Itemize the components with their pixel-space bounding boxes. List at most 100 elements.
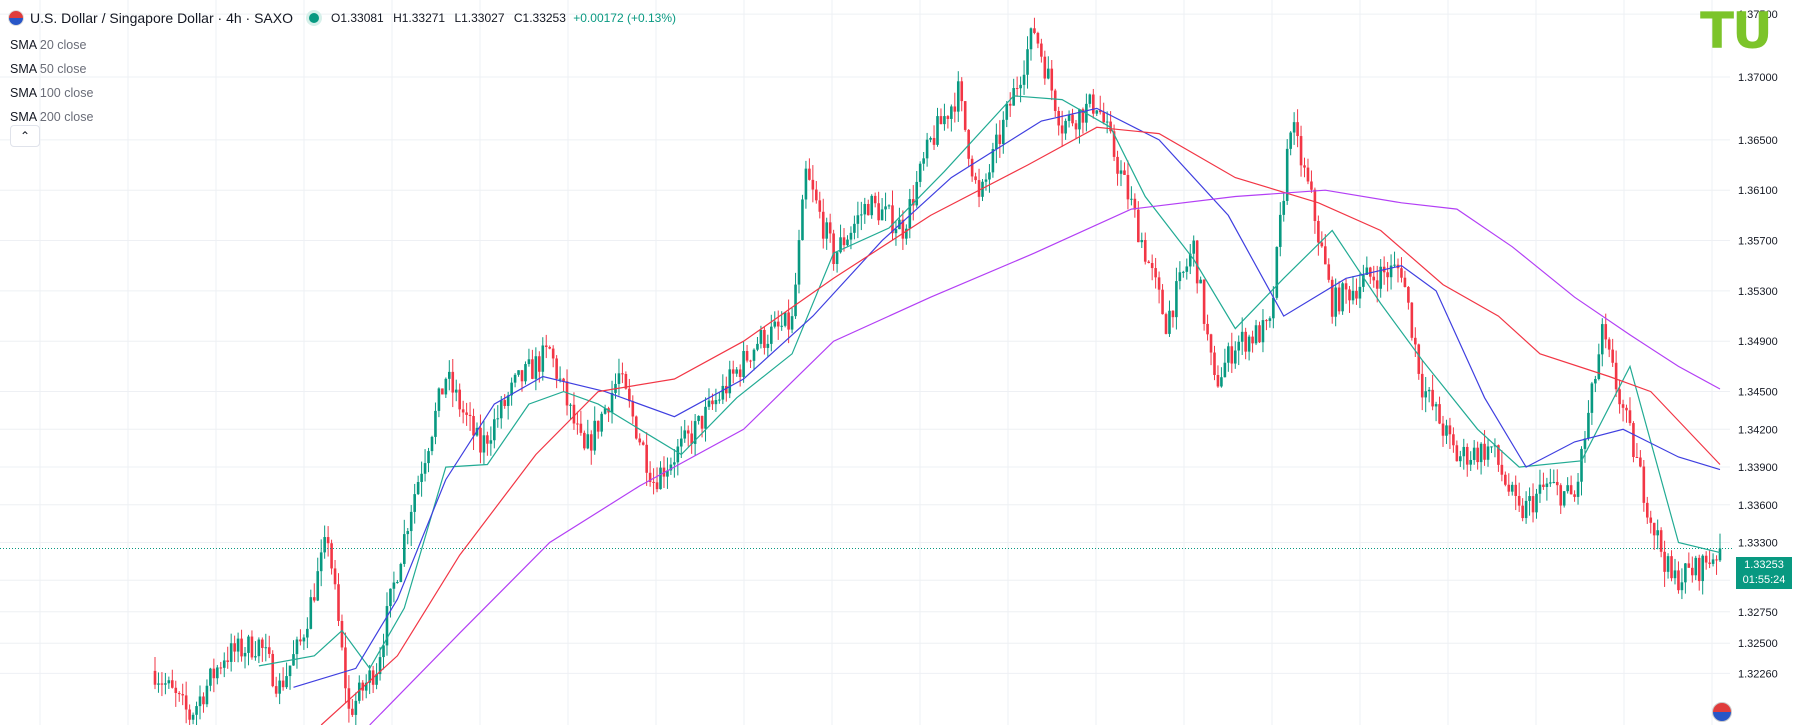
candle-body bbox=[853, 223, 856, 233]
candle-body bbox=[1272, 297, 1275, 319]
candle-body bbox=[1535, 493, 1538, 513]
candle-body bbox=[918, 163, 922, 182]
candle-body bbox=[956, 81, 960, 112]
price-tick-label: 1.34900 bbox=[1738, 336, 1778, 348]
symbol-title[interactable]: U.S. Dollar / Singapore Dollar · 4h · SA… bbox=[30, 10, 293, 26]
candle-body bbox=[1552, 481, 1556, 483]
indicator-params: 50 close bbox=[39, 62, 87, 76]
candle-body bbox=[1206, 323, 1209, 335]
sma-line bbox=[369, 189, 1721, 725]
candle-body bbox=[399, 563, 403, 583]
candle-body bbox=[790, 316, 794, 330]
candle-body bbox=[1368, 267, 1372, 277]
price-tick-label: 1.37000 bbox=[1738, 72, 1778, 84]
indicator-sma20[interactable]: SMA 20 close bbox=[10, 33, 93, 57]
candle-body bbox=[676, 446, 680, 463]
candle-body bbox=[1105, 121, 1109, 123]
candle-body bbox=[828, 222, 832, 234]
candle-body bbox=[669, 464, 673, 471]
collapse-legend-button[interactable]: ⌃ bbox=[10, 125, 40, 147]
candle-body bbox=[1431, 389, 1434, 407]
candle-body bbox=[1067, 114, 1071, 121]
candle-body bbox=[233, 643, 236, 652]
candle-body bbox=[1663, 551, 1666, 572]
indicator-sma50[interactable]: SMA 50 close bbox=[10, 57, 93, 81]
candle-body bbox=[1123, 170, 1126, 175]
candle-body bbox=[1303, 165, 1306, 168]
candle-body bbox=[1465, 446, 1469, 465]
candle-body bbox=[728, 369, 732, 394]
candle-body bbox=[1459, 456, 1462, 462]
candle-body bbox=[538, 356, 541, 372]
candle-body bbox=[1209, 334, 1213, 353]
candle-body bbox=[444, 378, 448, 395]
candle-body bbox=[226, 660, 230, 662]
price-tick-label: 1.35700 bbox=[1738, 236, 1778, 248]
candle-body bbox=[1507, 484, 1511, 492]
candle-body bbox=[1046, 68, 1050, 79]
candle-body bbox=[1157, 277, 1161, 290]
candle-body bbox=[1365, 267, 1369, 276]
candle-body bbox=[880, 209, 884, 221]
candle-body bbox=[1216, 374, 1220, 387]
candle-body bbox=[347, 688, 351, 709]
candle-body bbox=[267, 647, 271, 654]
candle-body bbox=[1531, 496, 1535, 513]
candle-body bbox=[1119, 170, 1123, 174]
candle-body bbox=[839, 237, 842, 253]
candle-body bbox=[188, 709, 191, 720]
candle-body bbox=[1400, 268, 1403, 278]
candle-body bbox=[1282, 200, 1286, 215]
candle-body bbox=[804, 168, 808, 200]
candle-body bbox=[1337, 287, 1341, 312]
candle-body bbox=[621, 373, 624, 375]
candle-body bbox=[617, 373, 621, 384]
candle-body bbox=[254, 656, 257, 658]
candle-body bbox=[1012, 88, 1015, 106]
candle-body bbox=[1116, 156, 1119, 174]
candle-body bbox=[984, 179, 988, 182]
candle-body bbox=[285, 676, 288, 688]
candle-body bbox=[953, 106, 957, 112]
candle-body bbox=[171, 680, 174, 688]
candle-body bbox=[1133, 198, 1137, 210]
candle-body bbox=[1441, 423, 1445, 436]
candle-body bbox=[1618, 389, 1621, 405]
candle-body bbox=[1258, 325, 1261, 343]
candle-body bbox=[1677, 570, 1680, 591]
indicator-sma200[interactable]: SMA 200 close bbox=[10, 105, 93, 129]
candle-body bbox=[1088, 94, 1092, 104]
candle-body bbox=[939, 116, 943, 125]
candle-body bbox=[960, 81, 964, 102]
candle-body bbox=[153, 670, 157, 685]
candle-body bbox=[195, 706, 198, 715]
candle-body bbox=[724, 385, 728, 394]
candle-body bbox=[1182, 271, 1185, 273]
candle-body bbox=[1407, 287, 1410, 303]
candle-body bbox=[1254, 325, 1258, 344]
candle-body bbox=[354, 700, 358, 715]
candle-body bbox=[1154, 268, 1157, 278]
candle-body bbox=[596, 420, 600, 432]
candle-body bbox=[510, 382, 513, 396]
candle-body bbox=[1600, 324, 1604, 355]
candle-body bbox=[1292, 122, 1296, 133]
candle-body bbox=[1150, 263, 1154, 269]
candle-body bbox=[434, 410, 437, 437]
candle-body bbox=[1050, 68, 1054, 91]
candle-body bbox=[465, 412, 468, 415]
candle-body bbox=[1036, 32, 1040, 44]
candle-body bbox=[849, 232, 853, 240]
candle-body bbox=[860, 214, 863, 216]
candle-body bbox=[1005, 103, 1009, 120]
indicator-sma100[interactable]: SMA 100 close bbox=[10, 81, 93, 105]
candle-body bbox=[846, 239, 849, 246]
candle-body bbox=[1632, 423, 1635, 458]
candle-body bbox=[589, 434, 593, 451]
candle-body bbox=[1611, 349, 1614, 363]
candle-body bbox=[1171, 310, 1175, 318]
candle-body bbox=[995, 134, 998, 150]
candle-body bbox=[1562, 491, 1566, 506]
candle-body bbox=[1102, 112, 1105, 123]
